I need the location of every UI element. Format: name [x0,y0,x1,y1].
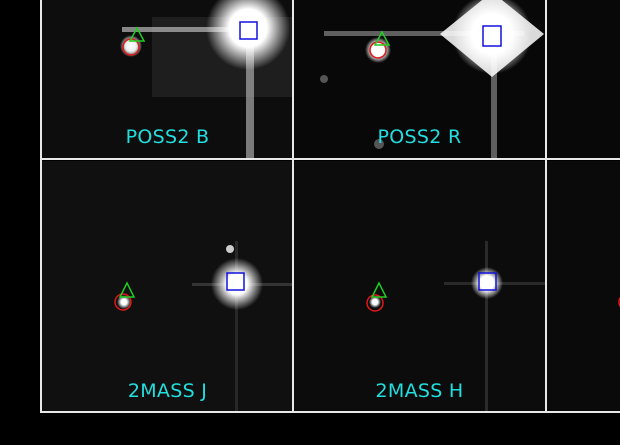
bright-star [471,267,503,299]
bright-star [452,0,532,74]
bright-star [211,258,263,310]
panel-label: 2MASS J [127,380,208,402]
grid-line [292,0,294,413]
poss2-r-image [294,0,545,158]
red-circle-marker [366,294,384,312]
panel-label: POSS2 R [377,126,462,148]
poss2-b-image [42,0,293,158]
diffraction-spike [246,27,254,158]
panel-partial-top [547,0,620,158]
panel-partial-bottom [547,161,620,412]
green-triangle-marker [118,281,136,298]
panel-poss2-r: POSS2 R [294,0,545,158]
grid-line [40,0,42,413]
grid-line [40,158,620,160]
grid-line [40,411,620,413]
target-star [369,296,381,308]
blue-square-marker [478,272,497,291]
target-star [117,295,131,309]
2mass-h-image [294,161,545,412]
panel-poss2-b: POSS2 B [42,0,293,158]
diffraction-spike [122,27,252,32]
partial-image [618,296,620,308]
blue-square-marker [239,21,258,40]
panel-2mass-h: 2MASS H [294,161,545,412]
blue-square-marker [226,272,245,291]
green-triangle-marker [370,281,388,298]
panel-label: POSS2 B [125,126,210,148]
panel-label: 2MASS H [375,380,464,402]
target-star [365,37,391,63]
panel-2mass-j: 2MASS J [42,161,293,412]
grid-line [545,0,547,413]
blue-square-marker [482,25,502,47]
green-triangle-marker [128,26,146,42]
2mass-j-image [42,161,293,412]
red-circle-marker [369,41,387,59]
red-circle-marker [618,296,620,308]
green-triangle-marker [373,30,391,46]
bright-star [206,0,290,70]
red-circle-marker [114,293,132,311]
diffraction-spike [491,32,497,158]
diffraction-spike [324,31,524,36]
